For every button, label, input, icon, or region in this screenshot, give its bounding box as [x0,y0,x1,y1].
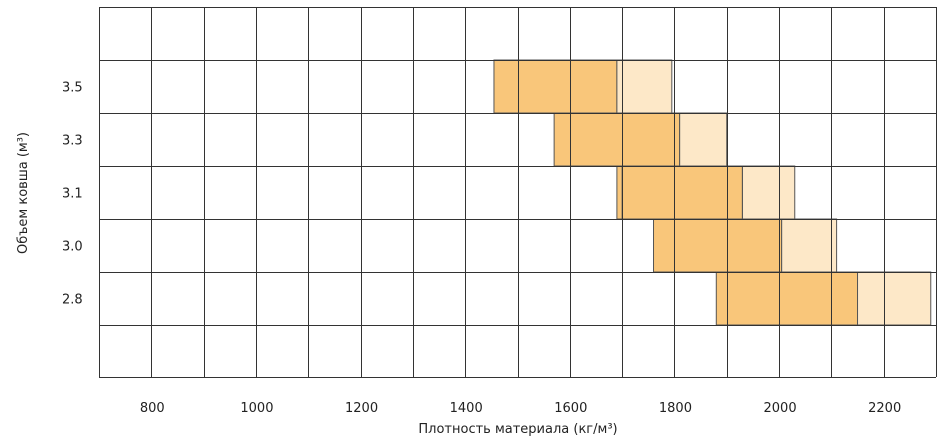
y-tick-label: 3.1 [62,187,83,202]
x-tick-label: 1200 [345,401,378,416]
x-tick-label: 2200 [868,401,901,416]
y-tick-label: 3.0 [62,240,83,255]
y-axis-title: Объем ковша (м³) [16,132,31,254]
x-tick-label: 1800 [659,401,692,416]
bar-range-dark [716,272,857,325]
x-tick-label: 800 [140,401,165,416]
bars [494,60,931,325]
y-tick-label: 2.8 [62,293,83,308]
bar-range-dark [494,60,617,113]
x-tick-label: 2000 [764,401,797,416]
bar-range-light [742,166,794,219]
y-tick-labels: 3.5 3.3 3.1 3.0 2.8 [62,81,83,308]
x-axis-title: Плотность материала (кг/м³) [418,422,617,437]
y-tick-label: 3.3 [62,134,83,149]
x-tick-label: 1000 [240,401,273,416]
bar-range-dark [654,219,782,272]
x-tick-label: 1400 [450,401,483,416]
y-tick-label: 3.5 [62,81,83,96]
bar-range-light [782,219,837,272]
bar-range-dark [617,166,743,219]
x-tick-labels: 800 1000 1200 1400 1600 1800 2000 2200 [140,401,901,416]
bar-range-light [617,60,672,113]
bar-range-light [858,272,931,325]
bar-range-dark [554,113,680,166]
bar-range-light [680,113,727,166]
x-tick-label: 1600 [554,401,587,416]
